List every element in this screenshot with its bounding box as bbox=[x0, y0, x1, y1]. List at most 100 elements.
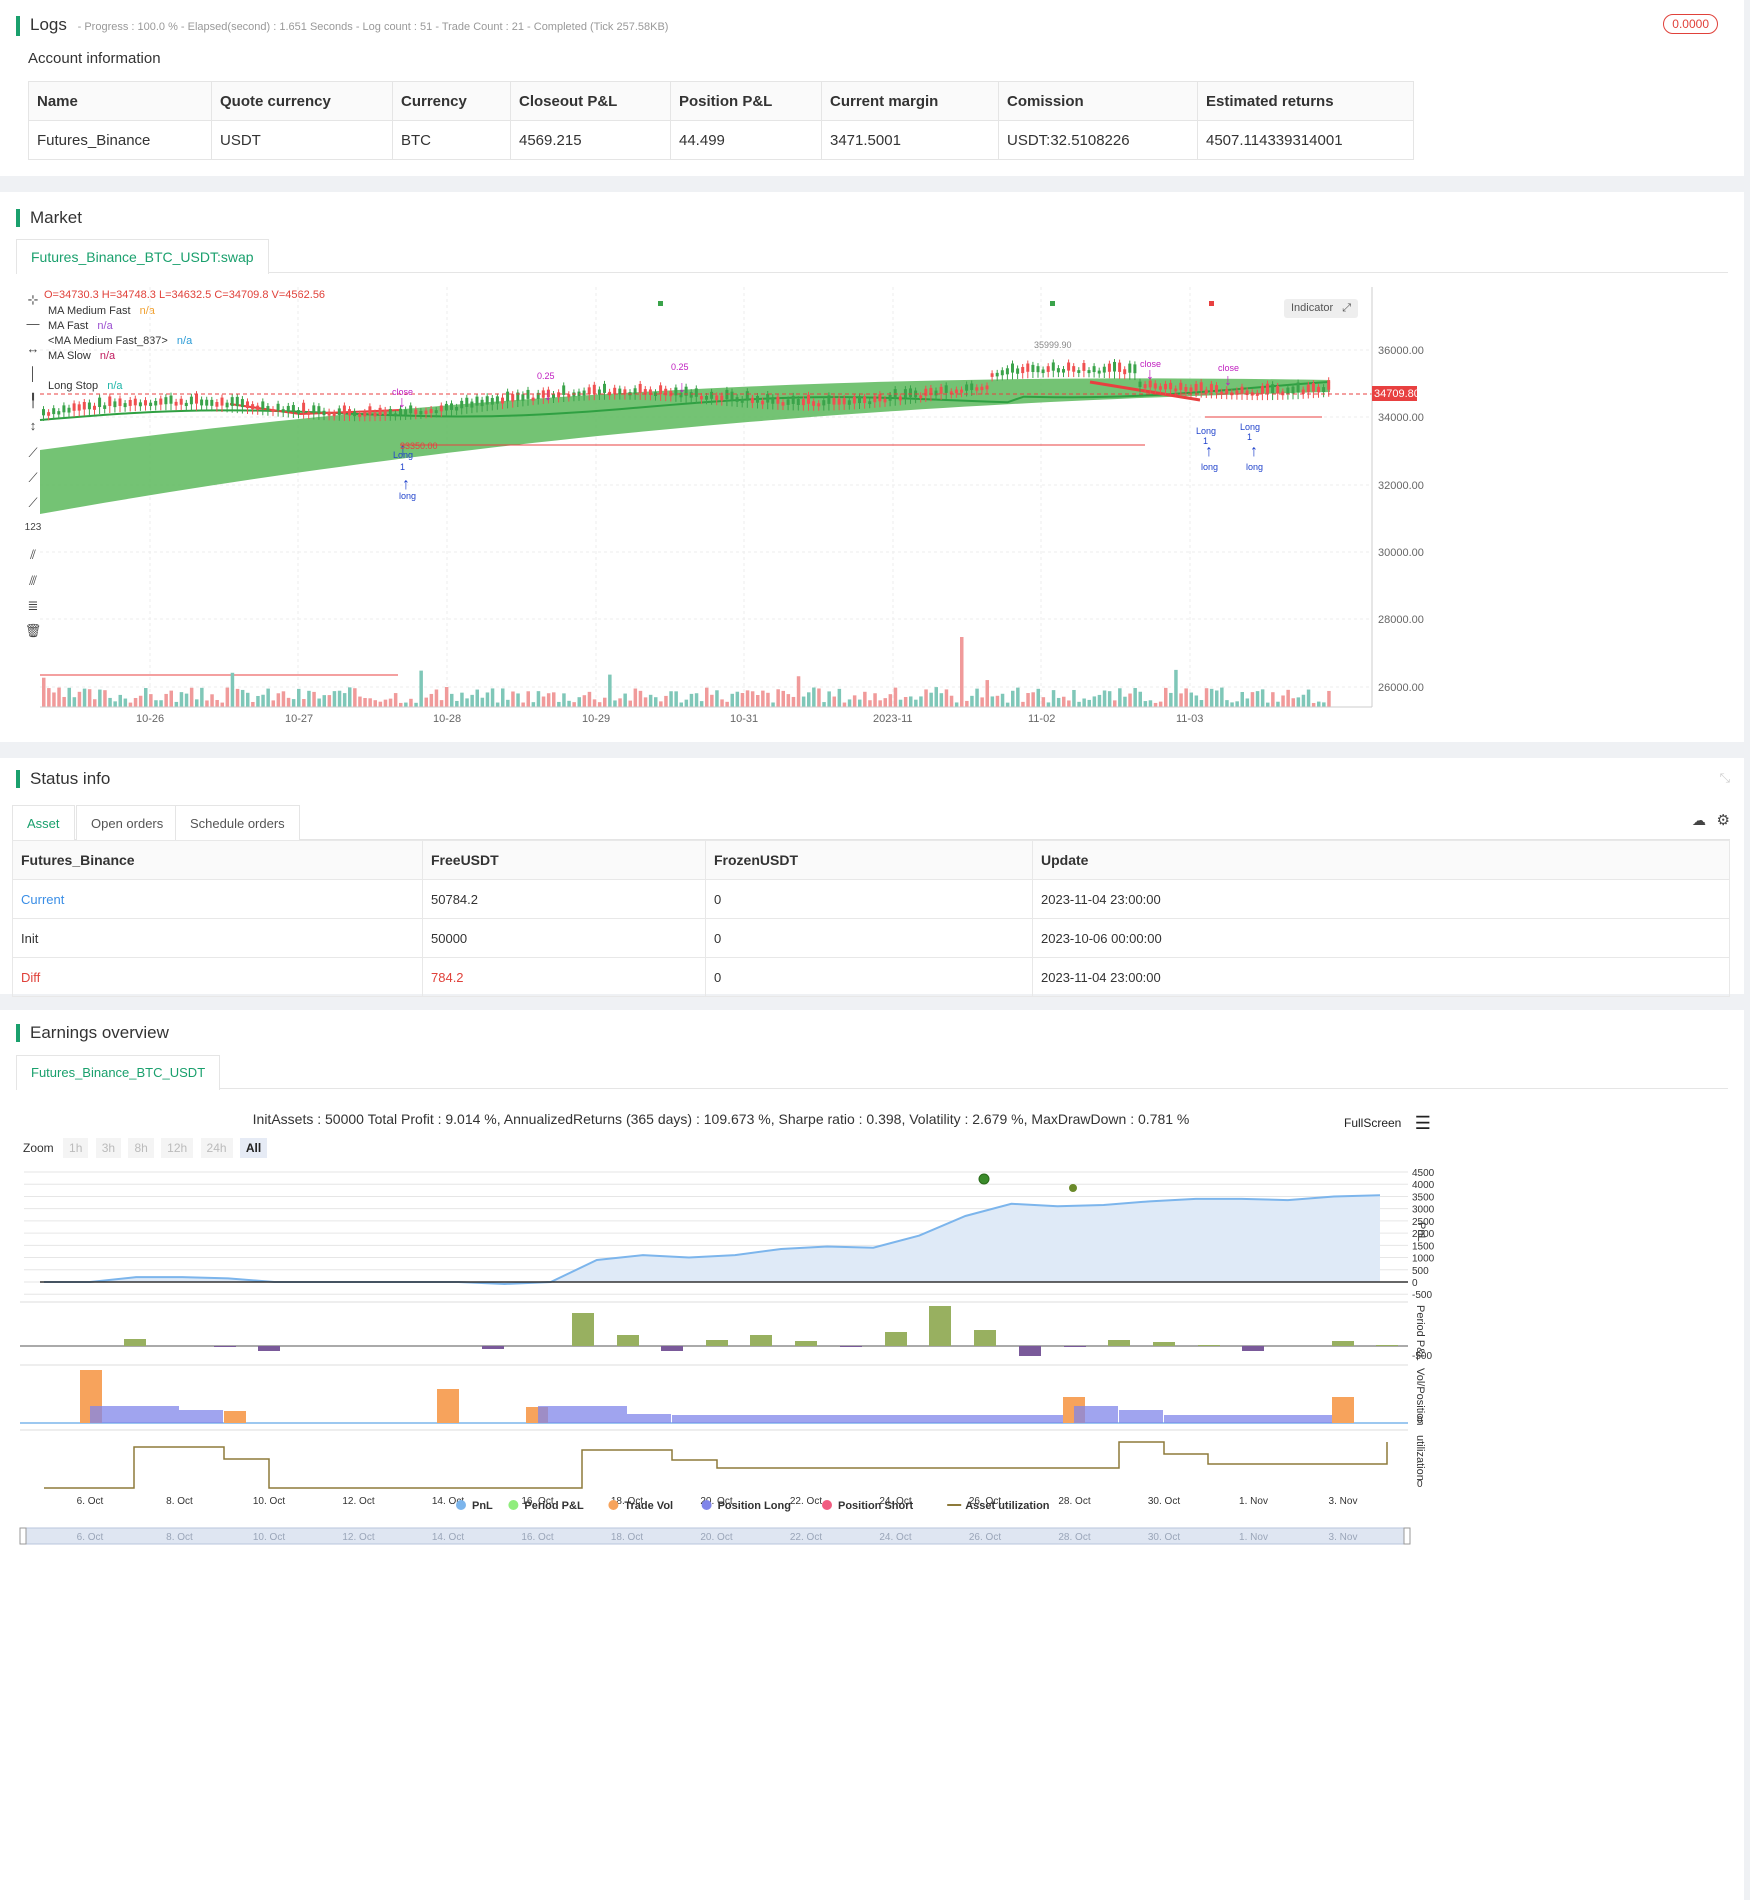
high-label: 35999.90 bbox=[1034, 340, 1072, 350]
legend-marker bbox=[822, 1500, 832, 1510]
candle-body bbox=[144, 400, 147, 406]
candle-body bbox=[322, 410, 326, 416]
volume-bar bbox=[246, 692, 250, 707]
ray-line-icon[interactable]: ⟋ bbox=[28, 470, 38, 485]
vertical-ray-icon[interactable]: ↕ bbox=[29, 418, 37, 433]
indicator-button[interactable]: Indicator ⤢ bbox=[1284, 299, 1359, 318]
zoom-1h[interactable]: 1h bbox=[63, 1138, 89, 1158]
trend-line-icon[interactable]: ⟋ bbox=[28, 445, 38, 460]
navigator-tick: 14. Oct bbox=[432, 1532, 464, 1543]
candle-body bbox=[995, 372, 999, 377]
volume-bar bbox=[1031, 692, 1035, 707]
volume-bar bbox=[108, 697, 112, 707]
volume-bar bbox=[1072, 689, 1076, 707]
long-arrow: ↑ bbox=[402, 476, 410, 493]
volume-bar bbox=[766, 692, 770, 707]
volume-bar bbox=[1143, 701, 1148, 707]
candle-body bbox=[960, 389, 963, 393]
account-header-row: Name Quote currency Currency Closeout P&… bbox=[28, 81, 1414, 121]
candle-body bbox=[914, 390, 918, 398]
gear-icon[interactable]: ⚙ bbox=[1716, 812, 1730, 829]
crosshair-tool-icon[interactable]: ⊹ bbox=[27, 292, 39, 307]
volume-bar bbox=[1189, 692, 1193, 707]
tab-asset[interactable]: Asset bbox=[12, 805, 75, 841]
candle-body bbox=[669, 391, 673, 397]
volume-bar bbox=[546, 693, 551, 707]
candle-body bbox=[990, 373, 994, 377]
volume-bar bbox=[954, 702, 959, 707]
tab-open-orders[interactable]: Open orders bbox=[76, 805, 179, 841]
volume-bar bbox=[383, 699, 388, 707]
fullscreen-button[interactable]: FullScreen ☰ bbox=[1344, 1113, 1431, 1134]
pnl-tick: 2000 bbox=[1412, 1229, 1435, 1240]
candle-body bbox=[439, 405, 443, 412]
candle-body bbox=[577, 391, 581, 396]
volume-bar bbox=[1011, 690, 1015, 707]
market-title: Market bbox=[16, 209, 82, 227]
candle-body bbox=[888, 394, 892, 401]
candle-body bbox=[368, 406, 372, 415]
x-tick: 10-29 bbox=[582, 713, 610, 725]
position-long-bar bbox=[627, 1414, 671, 1423]
close-arrow: ↓ bbox=[544, 387, 552, 404]
stop-line bbox=[1089, 380, 1201, 402]
logs-status-line: - Progress : 100.0 % - Elapsed(second) :… bbox=[77, 21, 669, 33]
fib-lines-icon[interactable]: ≣ bbox=[27, 598, 39, 613]
tab-earnings-symbol[interactable]: Futures_Binance_BTC_USDT bbox=[16, 1055, 221, 1090]
cell: 4569.215 bbox=[510, 120, 671, 160]
zoom-all[interactable]: All bbox=[239, 1138, 268, 1158]
qty-label: 0.25 bbox=[537, 371, 555, 381]
candle-body bbox=[348, 409, 351, 416]
tab-schedule-orders[interactable]: Schedule orders bbox=[175, 805, 300, 841]
zoom-3h[interactable]: 3h bbox=[95, 1138, 122, 1158]
volume-bar bbox=[133, 697, 138, 707]
zoom-12h[interactable]: 12h bbox=[161, 1138, 194, 1158]
cell: 50784.2 bbox=[422, 879, 706, 919]
th-quote: Quote currency bbox=[211, 81, 393, 121]
axis-title-pnl: PnL bbox=[1415, 1222, 1427, 1242]
asset-row-diff: Diff 784.2 0 2023-11-04 23:00:00 bbox=[12, 957, 1730, 997]
trash-icon[interactable]: 🗑 bbox=[24, 623, 42, 638]
volume-bar bbox=[1067, 700, 1071, 707]
horizontal-ray-icon[interactable]: ↔ bbox=[26, 341, 40, 356]
candlestick-chart[interactable]: ↓ ↓ ↓ ↓ ↓ ↑ ↑ ↑ ↑ 34709.80 36000.00 34000.00 320… bbox=[0, 192, 1744, 742]
volume-bar bbox=[118, 694, 122, 707]
price-line-icon[interactable]: 123 bbox=[24, 522, 42, 533]
candle-body bbox=[1148, 380, 1152, 388]
volume-bar bbox=[1138, 691, 1142, 707]
util-zero-tick: 0 bbox=[1417, 1479, 1423, 1490]
volume-bar bbox=[1281, 695, 1285, 707]
volume-bar bbox=[965, 700, 969, 707]
volume-bar bbox=[710, 694, 714, 707]
candle-body bbox=[970, 383, 974, 391]
candle-body bbox=[1036, 366, 1040, 373]
tab-symbol[interactable]: Futures_Binance_BTC_USDT:swap bbox=[16, 239, 269, 274]
close-label: close bbox=[1218, 363, 1239, 373]
candle-body bbox=[434, 410, 438, 414]
collapse-icon[interactable]: ⤡ bbox=[1719, 770, 1730, 785]
horizontal-line-icon[interactable]: — bbox=[26, 316, 40, 331]
earnings-legend: PnL Period P&L Trade Vol Position Long Posit… bbox=[456, 1500, 1050, 1512]
legend-marker bbox=[701, 1500, 712, 1510]
cloud-download-icon[interactable]: ☁ bbox=[1692, 812, 1706, 828]
fibonacci-icon[interactable]: ⫻ bbox=[29, 573, 37, 588]
volume-bar bbox=[975, 688, 979, 707]
candle-body bbox=[842, 398, 846, 405]
x-tick: 11-02 bbox=[1028, 713, 1055, 725]
parallel-channel-icon[interactable]: ⫽ bbox=[30, 547, 36, 562]
vertical-segment-icon[interactable]: ╿ bbox=[29, 393, 37, 408]
volume-bar bbox=[419, 670, 423, 707]
candle-body bbox=[62, 405, 66, 413]
candle-body bbox=[705, 395, 708, 400]
candle-body bbox=[149, 402, 153, 407]
volume-bar bbox=[1286, 689, 1290, 707]
y-tick: 32000.00 bbox=[1378, 480, 1424, 492]
volume-bar bbox=[1000, 693, 1005, 707]
zoom-24h[interactable]: 24h bbox=[200, 1138, 233, 1158]
candle-body bbox=[455, 406, 459, 411]
vertical-line-icon[interactable]: │ bbox=[28, 366, 38, 381]
zoom-8h[interactable]: 8h bbox=[128, 1138, 154, 1158]
earnings-chart[interactable]: 450040003500300025002000150010005000-500… bbox=[0, 1010, 1744, 1900]
legend-ma-medium-fast-837: <MA Medium Fast_837> n/a bbox=[48, 334, 192, 349]
segment-line-icon[interactable]: ⟋ bbox=[28, 495, 38, 510]
